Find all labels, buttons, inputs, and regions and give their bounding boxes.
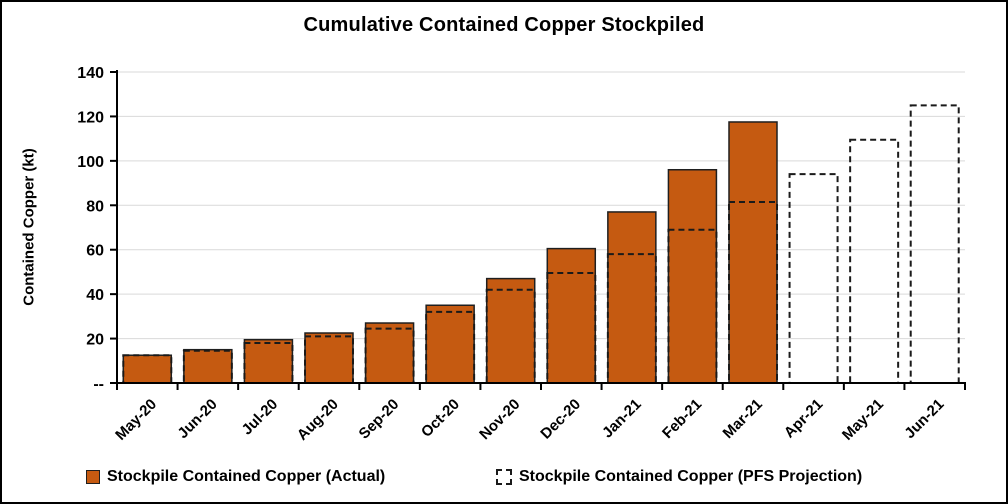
legend-marker-projection-square-icon — [496, 469, 512, 485]
x-tick-label-Apr-21: Apr-21 — [781, 396, 827, 442]
legend-marker-actual-square-icon — [86, 470, 100, 484]
bar-actual-Nov-20 — [485, 277, 536, 384]
y-tick-label: 140 — [77, 65, 104, 82]
bar-actual-Dec-20 — [546, 247, 597, 384]
bar-projection-Sep-20 — [364, 327, 415, 385]
legend-label-actual: Stockpile Contained Copper (Actual) — [107, 468, 386, 485]
bar-actual-Jun-20 — [183, 348, 233, 384]
y-tick-label: 80 — [86, 198, 104, 215]
bar-actual-Jan-21 — [607, 211, 657, 384]
x-tick-label-Aug-20: Aug-20 — [294, 396, 342, 444]
x-tick-label-Mar-21: Mar-21 — [720, 396, 766, 442]
x-tick-label-Jun-20: Jun-20 — [174, 396, 220, 442]
bar-actual-May-20 — [122, 354, 173, 384]
legend-item-actual: Stockpile Contained Copper (Actual) — [86, 468, 385, 486]
x-tick-label-May-20: May-20 — [112, 396, 160, 444]
bar-actual-Mar-21 — [728, 121, 778, 384]
legend-label-projection: Stockpile Contained Copper (PFS Projecti… — [519, 468, 863, 485]
x-tick-label-Jan-21: Jan-21 — [599, 396, 645, 442]
x-tick-label-Feb-21: Feb-21 — [659, 396, 705, 442]
bar-projection-Aug-20 — [304, 335, 354, 385]
x-tick-label-Jul-20: Jul-20 — [239, 396, 282, 439]
bar-actual-Jul-20 — [243, 338, 294, 384]
bar-projection-May-20 — [122, 354, 173, 385]
bar-projection-Jun-21 — [909, 104, 960, 384]
bar-actual-Feb-21 — [667, 168, 718, 384]
x-tick-label-Dec-20: Dec-20 — [537, 396, 584, 443]
x-tick-label-May-21: May-21 — [839, 396, 887, 444]
x-tick-label-Oct-20: Oct-20 — [418, 396, 463, 441]
x-tick-label-Sep-20: Sep-20 — [356, 396, 403, 443]
chart-title: Cumulative Contained Copper Stockpiled — [303, 14, 705, 36]
y-tick-label: 100 — [77, 154, 104, 171]
bar-projection-May-21 — [849, 138, 900, 384]
x-tick-label-Jun-21: Jun-21 — [901, 396, 947, 442]
legend-item-projection: Stockpile Contained Copper (PFS Projecti… — [496, 468, 862, 486]
y-tick-label: 20 — [86, 332, 104, 349]
y-tick-label: 60 — [86, 243, 104, 260]
x-tick-label-Nov-20: Nov-20 — [476, 396, 523, 443]
y-tick-label: -- — [93, 376, 104, 393]
bar-actual-Sep-20 — [364, 322, 415, 384]
bar-actual-Oct-20 — [425, 304, 475, 384]
y-tick-label: 120 — [77, 109, 104, 126]
y-tick-label: 40 — [86, 287, 104, 304]
bar-actual-Aug-20 — [304, 332, 354, 384]
